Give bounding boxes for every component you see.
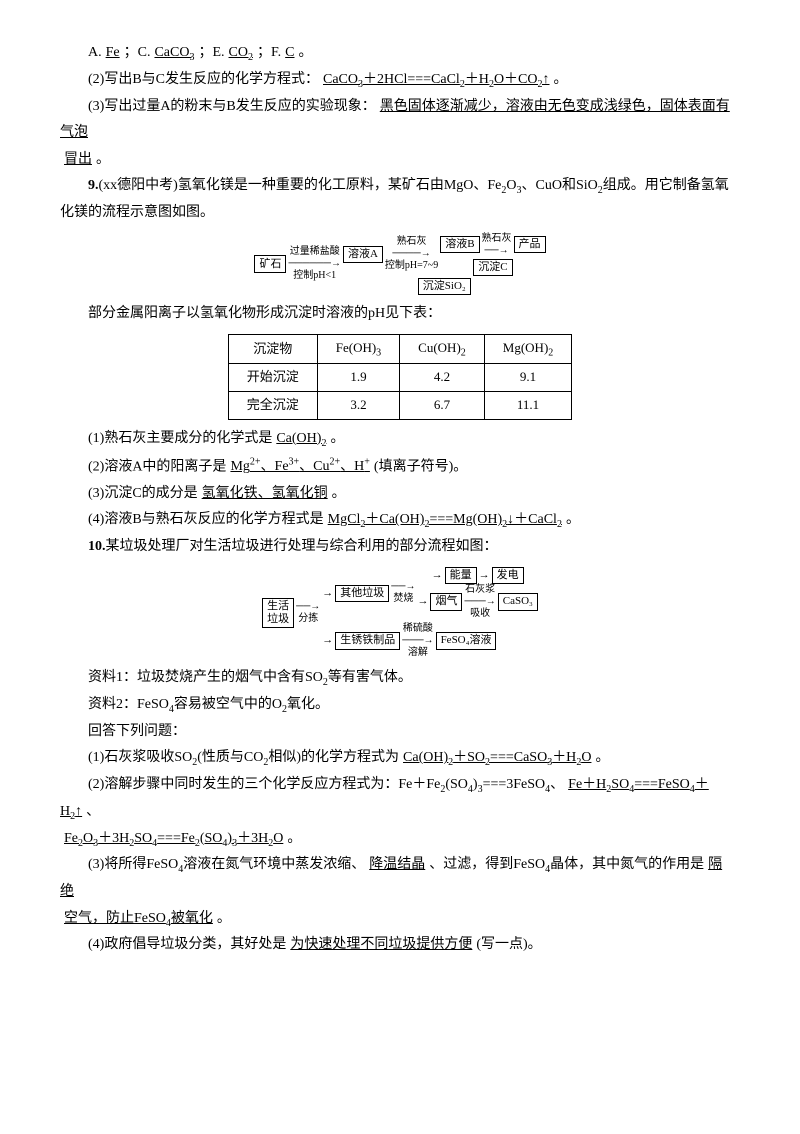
line-3b: 冒出。 <box>60 147 740 174</box>
q10-2: (2)溶解步骤中同时发生的三个化学反应方程式为：Fe＋Fe2(SO4)3===3… <box>60 772 740 826</box>
line-3: (3)写出过量A的粉末与B发生反应的实验现象：黑色固体逐渐减少，溶液由无色变成浅… <box>60 94 740 147</box>
q9-3: (3)沉淀C的成分是氢氧化铁、氢氧化铜。 <box>60 481 740 508</box>
tbl-intro: 部分金属阳离子以氢氧化物形成沉淀时溶液的pH见下表： <box>60 301 740 328</box>
q10-3b: 空气，防止FeSO4被氧化。 <box>60 906 740 933</box>
q10-2b: Fe2O3＋3H2SO4===Fe2(SO4)3＋3H2O。 <box>60 826 740 853</box>
q10-4: (4)政府倡导垃圾分类，其好处是为快速处理不同垃圾提供方便(写一点)。 <box>60 932 740 959</box>
q9-2: (2)溶液A中的阳离子是Mg2+、Fe3+、Cu2+、H+(填离子符号)。 <box>60 453 740 481</box>
res1: 资料1：垃圾焚烧产生的烟气中含有SO2等有害气体。 <box>60 665 740 692</box>
q10-1: (1)石灰浆吸收SO2(性质与CO2相似)的化学方程式为Ca(OH)2＋SO2=… <box>60 745 740 772</box>
line-1: A.Fe；C.CaCO3；E.CO2；F.C。 <box>60 40 740 67</box>
diagram-2: 生活垃圾 ──→分拣 →其他垃圾 ──→焚烧 →能量→发电 →烟气石灰浆───→… <box>60 567 740 659</box>
line-2: (2)写出B与C发生反应的化学方程式：CaCO3＋2HCl===CaCl2＋H2… <box>60 67 740 94</box>
q9-4: (4)溶液B与熟石灰反应的化学方程式是MgCl2＋Ca(OH)2===Mg(OH… <box>60 507 740 534</box>
q10: 10.某垃圾处理厂对生活垃圾进行处理与综合利用的部分流程如图： <box>60 534 740 561</box>
ph-table: 沉淀物Fe(OH)3Cu(OH)2Mg(OH)2 开始沉淀1.94.29.1 完… <box>228 334 573 420</box>
q9-1: (1)熟石灰主要成分的化学式是Ca(OH)2。 <box>60 426 740 453</box>
q10-3: (3)将所得FeSO4溶液在氮气环境中蒸发浓缩、降温结晶、过滤，得到FeSO4晶… <box>60 852 740 905</box>
q9: 9.(xx德阳中考)氢氧化镁是一种重要的化工原料，某矿石由MgO、Fe2O3、C… <box>60 173 740 226</box>
res2: 资料2：FeSO4容易被空气中的O2氧化。 <box>60 692 740 719</box>
diagram-1: 矿石 过量稀盐酸──────→控制pH<1 溶液A 熟石灰────→控制pH=7… <box>60 233 740 295</box>
ans-intro: 回答下列问题： <box>60 719 740 746</box>
